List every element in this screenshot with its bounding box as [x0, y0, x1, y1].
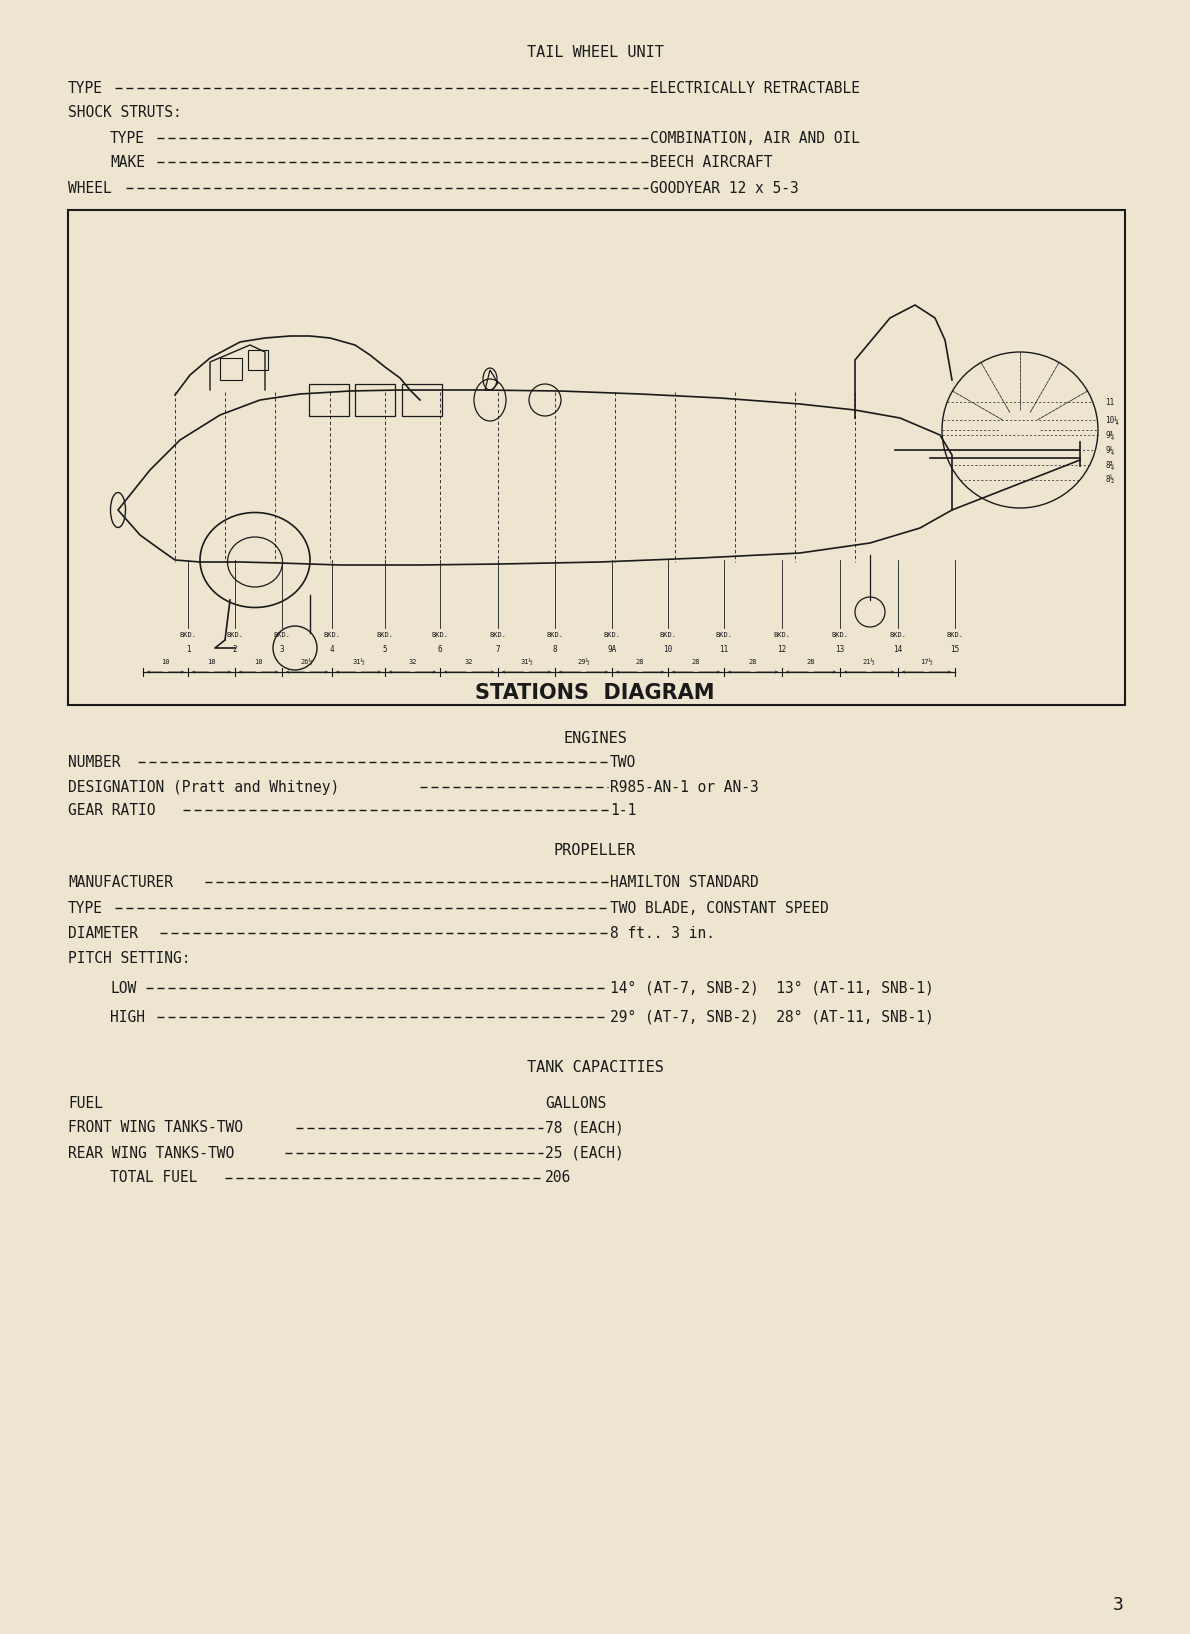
Text: 206: 206: [545, 1170, 571, 1186]
Text: ELECTRICALLY RETRACTABLE: ELECTRICALLY RETRACTABLE: [650, 80, 860, 95]
Text: 28: 28: [807, 659, 815, 665]
Text: DIAMETER: DIAMETER: [68, 925, 138, 941]
Text: 28: 28: [749, 659, 757, 665]
Text: BKD.: BKD.: [274, 632, 290, 637]
Text: 8: 8: [552, 644, 557, 654]
Text: 18: 18: [255, 659, 263, 665]
Text: 8 ft.. 3 in.: 8 ft.. 3 in.: [610, 925, 715, 941]
Text: 31½: 31½: [352, 659, 365, 665]
Text: 78 (EACH): 78 (EACH): [545, 1121, 624, 1136]
Text: TWO: TWO: [610, 755, 637, 770]
Text: FRONT WING TANKS-TWO: FRONT WING TANKS-TWO: [68, 1121, 243, 1136]
Text: FUEL: FUEL: [68, 1095, 104, 1111]
Text: 4: 4: [330, 644, 334, 654]
Text: PROPELLER: PROPELLER: [553, 843, 637, 858]
Text: 8½: 8½: [1106, 475, 1114, 485]
Text: BKD.: BKD.: [180, 632, 196, 637]
Text: 18: 18: [207, 659, 215, 665]
Text: NUMBER: NUMBER: [68, 755, 120, 770]
Text: PITCH SETTING:: PITCH SETTING:: [68, 951, 190, 966]
Text: BKD.: BKD.: [715, 632, 733, 637]
Text: 14° (AT-7, SNB-2)  13° (AT-11, SNB-1): 14° (AT-7, SNB-2) 13° (AT-11, SNB-1): [610, 980, 934, 995]
Text: 11: 11: [720, 644, 728, 654]
Text: REAR WING TANKS-TWO: REAR WING TANKS-TWO: [68, 1145, 234, 1160]
Text: 10: 10: [162, 659, 170, 665]
Text: 5: 5: [383, 644, 387, 654]
Text: 29½: 29½: [577, 659, 590, 665]
Text: BKD.: BKD.: [432, 632, 449, 637]
Text: BKD.: BKD.: [603, 632, 620, 637]
Text: GALLONS: GALLONS: [545, 1095, 606, 1111]
Text: 7: 7: [496, 644, 500, 654]
Text: 2: 2: [233, 644, 237, 654]
Text: BKD.: BKD.: [832, 632, 848, 637]
Text: 10¼: 10¼: [1106, 415, 1119, 425]
Text: DESIGNATION (Pratt and Whitney): DESIGNATION (Pratt and Whitney): [68, 779, 339, 794]
Text: ENGINES: ENGINES: [563, 730, 627, 745]
Text: 17½: 17½: [920, 659, 933, 665]
Text: TYPE: TYPE: [68, 900, 104, 915]
Text: LOW: LOW: [109, 980, 136, 995]
Text: TYPE: TYPE: [68, 80, 104, 95]
Bar: [68, 211, 1125, 704]
Text: 31½: 31½: [520, 659, 533, 665]
Text: MANUFACTURER: MANUFACTURER: [68, 874, 173, 889]
Text: TANK CAPACITIES: TANK CAPACITIES: [526, 1059, 664, 1075]
Text: 14: 14: [894, 644, 903, 654]
Text: 3: 3: [1113, 1596, 1123, 1614]
Text: 28: 28: [635, 659, 644, 665]
Bar: [248, 350, 268, 369]
Text: BEECH AIRCRAFT: BEECH AIRCRAFT: [650, 155, 772, 170]
Text: 26½: 26½: [301, 659, 313, 665]
Text: 1-1: 1-1: [610, 802, 637, 817]
Bar: [220, 358, 242, 381]
Text: TAIL WHEEL UNIT: TAIL WHEEL UNIT: [526, 44, 664, 59]
Text: 9¼: 9¼: [1106, 446, 1114, 454]
Text: TYPE: TYPE: [109, 131, 145, 145]
Text: 9A: 9A: [607, 644, 616, 654]
Text: GOODYEAR 12 x 5-3: GOODYEAR 12 x 5-3: [650, 180, 798, 196]
Text: BKD.: BKD.: [226, 632, 244, 637]
Text: SHOCK STRUTS:: SHOCK STRUTS:: [68, 105, 182, 119]
Text: 6: 6: [438, 644, 443, 654]
Text: BKD.: BKD.: [376, 632, 394, 637]
Text: BKD.: BKD.: [324, 632, 340, 637]
Text: 10: 10: [663, 644, 672, 654]
Text: BKD.: BKD.: [659, 632, 676, 637]
Text: 15: 15: [951, 644, 959, 654]
Text: 1: 1: [186, 644, 190, 654]
Text: BKD.: BKD.: [889, 632, 907, 637]
Text: TWO BLADE, CONSTANT SPEED: TWO BLADE, CONSTANT SPEED: [610, 900, 828, 915]
Text: 25 (EACH): 25 (EACH): [545, 1145, 624, 1160]
Text: BKD.: BKD.: [489, 632, 507, 637]
Text: 28: 28: [691, 659, 700, 665]
Text: 32: 32: [465, 659, 474, 665]
Text: STATIONS  DIAGRAM: STATIONS DIAGRAM: [475, 683, 715, 703]
Text: 12: 12: [777, 644, 787, 654]
Text: HAMILTON STANDARD: HAMILTON STANDARD: [610, 874, 759, 889]
Text: GEAR RATIO: GEAR RATIO: [68, 802, 156, 817]
Text: HIGH: HIGH: [109, 1010, 145, 1025]
Text: 3: 3: [280, 644, 284, 654]
Text: TOTAL FUEL: TOTAL FUEL: [109, 1170, 198, 1186]
Text: 32: 32: [408, 659, 416, 665]
Text: 13: 13: [835, 644, 845, 654]
Text: 21½: 21½: [863, 659, 876, 665]
Text: 29° (AT-7, SNB-2)  28° (AT-11, SNB-1): 29° (AT-7, SNB-2) 28° (AT-11, SNB-1): [610, 1010, 934, 1025]
Text: 8¾: 8¾: [1106, 461, 1114, 469]
Text: 11: 11: [1106, 397, 1114, 407]
Text: BKD.: BKD.: [546, 632, 564, 637]
Text: MAKE: MAKE: [109, 155, 145, 170]
Text: BKD.: BKD.: [946, 632, 964, 637]
Text: WHEEL: WHEEL: [68, 180, 112, 196]
Text: COMBINATION, AIR AND OIL: COMBINATION, AIR AND OIL: [650, 131, 860, 145]
Text: R985-AN-1 or AN-3: R985-AN-1 or AN-3: [610, 779, 759, 794]
Text: BKD.: BKD.: [774, 632, 790, 637]
Text: 9¾: 9¾: [1106, 430, 1114, 440]
